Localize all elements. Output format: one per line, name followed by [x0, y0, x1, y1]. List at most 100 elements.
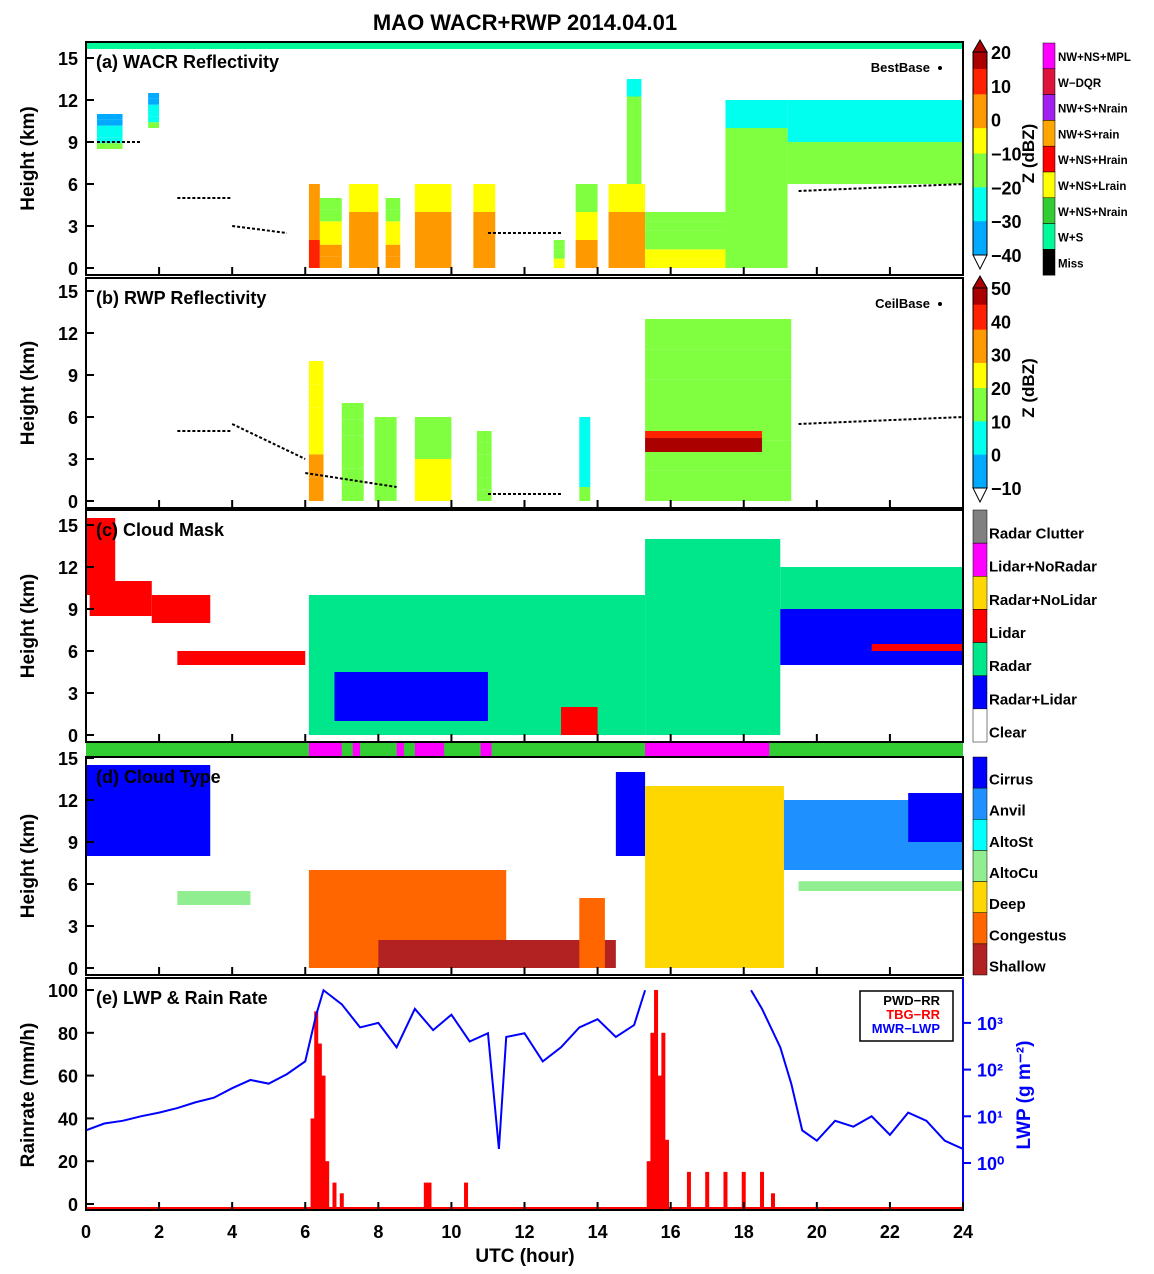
colorbar-segment: [973, 471, 987, 481]
x-tick-label: 10: [441, 1222, 461, 1242]
colorbar-tick-label: 30: [991, 346, 1011, 366]
reflectivity-echo: [579, 459, 591, 473]
reflectivity-echo: [414, 417, 452, 431]
colorbar-segment: [973, 371, 987, 381]
reflectivity-echo: [473, 212, 496, 226]
y-tick-label: 0: [68, 259, 78, 279]
colorbar-segment: [973, 479, 987, 489]
colorbar-tick-label: 20: [991, 379, 1011, 399]
reflectivity-echo: [626, 79, 642, 97]
rain-flag-segment: [308, 743, 342, 756]
rain-flag-strip: [86, 743, 963, 756]
panel-title: (d) Cloud Type: [96, 767, 221, 787]
reflectivity-echo: [319, 198, 342, 210]
reflectivity-echo: [341, 419, 364, 436]
reflectivity-echo: [319, 244, 342, 257]
y-tick-label: 0: [68, 1195, 78, 1215]
rain-rate-bar: [317, 1043, 322, 1210]
flag-legend-swatch: [1042, 68, 1056, 95]
flag-legend-label: W+S: [1058, 233, 1084, 245]
reflectivity-echo: [473, 240, 496, 254]
reflectivity-echo: [319, 233, 342, 245]
reflectivity-echo: [148, 104, 160, 111]
flag-legend-label: NW+NS+MPL: [1058, 52, 1131, 64]
reflectivity-echo: [96, 125, 123, 132]
class-legend-swatch: [972, 642, 988, 676]
base-marker: [938, 302, 942, 306]
y-axis-label: Height (km): [18, 814, 39, 919]
reflectivity-echo: [645, 434, 763, 438]
y-tick-label: 0: [68, 959, 78, 979]
class-legend-label: Clear: [989, 724, 1027, 741]
colorbar-segment: [973, 170, 987, 180]
reflectivity-echo: [725, 100, 788, 128]
colorbar-segment: [973, 128, 987, 138]
class-legend-label: Radar Clutter: [989, 526, 1084, 543]
y-tick-label: 40: [58, 1109, 78, 1129]
colorbar-over-arrow: [972, 275, 988, 289]
colorbar-segment: [973, 94, 987, 104]
y-axis-label: Height (km): [18, 574, 39, 679]
colorbar-segment: [973, 421, 987, 431]
y-tick-label: 60: [58, 1067, 78, 1087]
colorbar-segment: [973, 346, 987, 356]
y-tick-label: 12: [58, 91, 78, 111]
reflectivity-echo: [608, 226, 646, 240]
reflectivity-echo: [374, 417, 397, 431]
reflectivity-echo: [579, 431, 591, 445]
y-tick-label: 100: [48, 981, 78, 1001]
reflectivity-echo: [787, 128, 963, 142]
flag-legend-swatch: [1042, 171, 1056, 199]
colorbar-tick-label: 0: [991, 446, 1001, 466]
reflectivity-echo: [575, 240, 598, 254]
class-legend-swatch: [972, 850, 988, 882]
reflectivity-echo: [349, 240, 379, 254]
flag-strip-top: [86, 43, 963, 49]
y-tick-label: 12: [58, 558, 78, 578]
flag-legend-label: W−DQR: [1058, 78, 1102, 90]
colorbar-segment: [973, 329, 987, 339]
x-tick-label: 16: [661, 1222, 681, 1242]
reflectivity-echo: [575, 226, 598, 240]
reflectivity-echo: [473, 226, 496, 240]
colorbar-tick-label: 20: [991, 43, 1011, 63]
class-region: [89, 581, 152, 616]
flag-legend-swatch: [1042, 42, 1056, 70]
reflectivity-echo: [308, 477, 324, 501]
flag-legend-label: W+NS+Nrain: [1058, 207, 1128, 219]
rain-rate-bar: [332, 1182, 337, 1210]
class-region: [579, 898, 605, 968]
colorbar-under-arrow: [972, 254, 988, 271]
reflectivity-echo: [349, 198, 379, 212]
class-legend-label: Lidar+NoRadar: [989, 559, 1097, 576]
rain-rate-bar: [705, 1171, 710, 1210]
class-region: [615, 772, 646, 856]
class-legend-swatch: [972, 756, 988, 789]
rain-rate-bar: [314, 1011, 319, 1210]
reflectivity-echo: [787, 142, 963, 156]
reflectivity-echo: [645, 212, 726, 222]
y-tick-label: 15: [58, 749, 78, 769]
figure-title: MAO WACR+RWP 2014.04.01: [373, 10, 677, 35]
legend-entry: PWD−RR: [883, 993, 940, 1008]
legend-entry: MWR−LWP: [872, 1021, 941, 1036]
reflectivity-echo: [553, 244, 565, 250]
class-legend-swatch: [972, 819, 988, 851]
reflectivity-echo: [308, 212, 320, 226]
base-marker: [938, 66, 942, 70]
class-region: [561, 707, 598, 735]
rain-rate-bar: [741, 1171, 746, 1210]
reflectivity-echo: [575, 198, 598, 212]
colorbar-segment: [973, 212, 987, 223]
y-tick-label: 3: [68, 450, 78, 470]
y-tick-label: 12: [58, 791, 78, 811]
rain-rate-bar: [646, 1161, 651, 1210]
class-legend-swatch: [972, 912, 988, 945]
colorbar-frame: [972, 287, 988, 489]
reflectivity-echo: [414, 198, 452, 212]
reflectivity-echo: [608, 184, 646, 198]
reflectivity-echo: [414, 240, 452, 254]
reflectivity-echo: [553, 254, 565, 259]
class-region: [177, 891, 251, 905]
class-legend-swatch: [972, 787, 988, 820]
